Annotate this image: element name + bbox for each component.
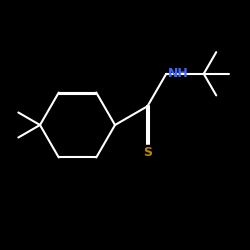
Text: S: S: [143, 146, 152, 159]
Text: NH: NH: [168, 67, 188, 80]
